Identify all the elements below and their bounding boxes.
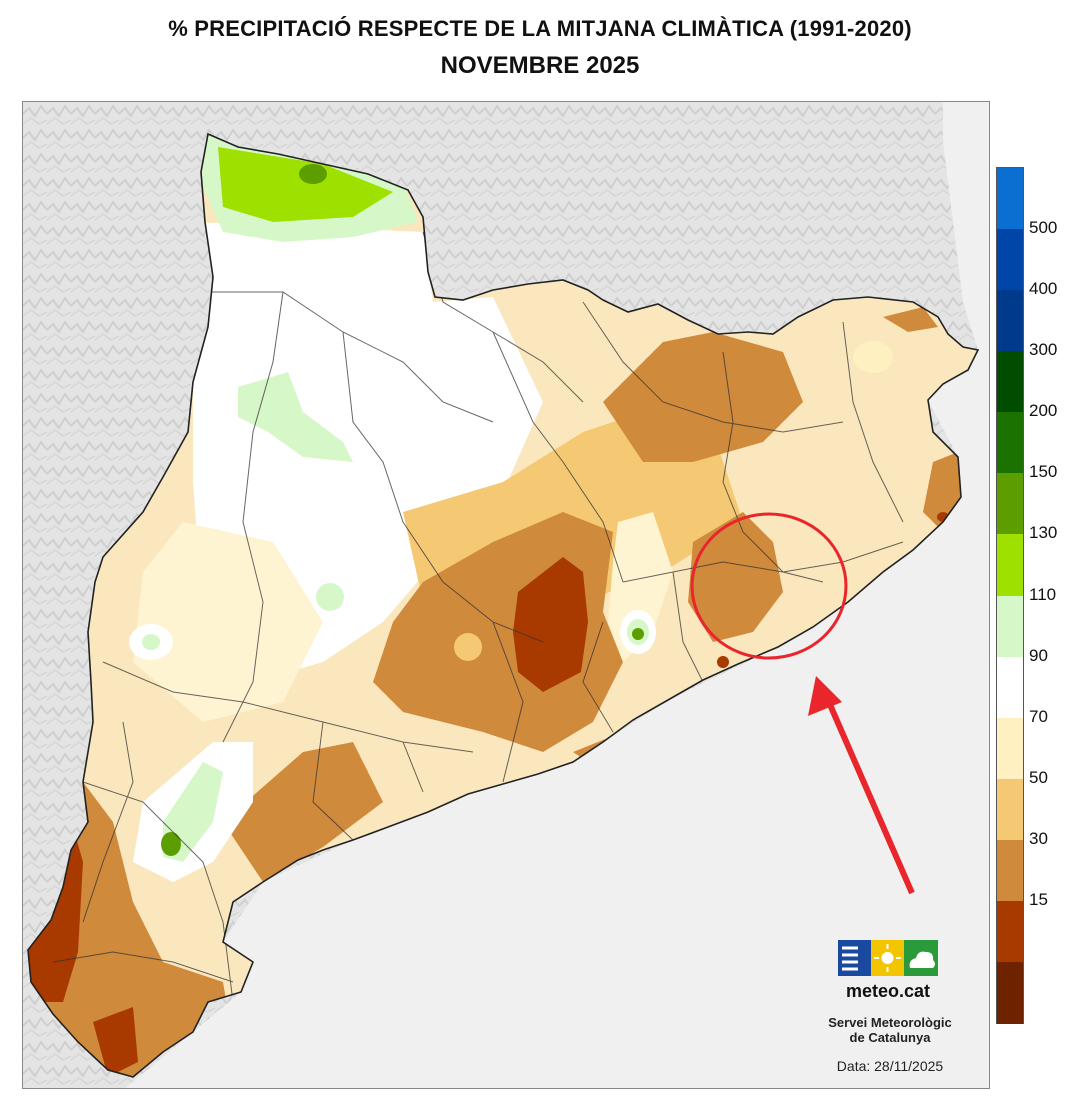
- legend-label: 30: [1029, 828, 1048, 848]
- legend-label: 150: [1029, 462, 1058, 482]
- legend-label: 50: [1029, 767, 1048, 787]
- legend-label: 300: [1029, 340, 1058, 360]
- legend-label: 15: [1029, 889, 1048, 909]
- legend-swatch: [997, 168, 1023, 230]
- legend-swatch: [997, 473, 1023, 536]
- legend-swatch: [997, 229, 1023, 292]
- map-subtitle: NOVEMBRE 2025: [440, 52, 640, 79]
- issue-date: Data: 28/11/2025: [836, 1058, 944, 1074]
- legend-swatch: [997, 778, 1023, 841]
- legend-swatch: [997, 961, 1023, 1024]
- sea-area: [125, 102, 989, 1088]
- legend-swatch: [997, 839, 1023, 902]
- county-borders: [52, 231, 904, 1003]
- map-title: % PRECIPITACIÓ RESPECTE DE LA MITJANA CL…: [168, 16, 912, 41]
- org-name-line2: de Catalunya: [849, 1030, 931, 1045]
- legend-label: 130: [1029, 523, 1058, 543]
- legend-swatch: [997, 656, 1023, 719]
- legend-label: 400: [1029, 279, 1058, 299]
- legend-swatch: [997, 595, 1023, 658]
- legend-label: 110: [1029, 584, 1057, 604]
- legend-swatch: [997, 412, 1023, 475]
- logo-icon: [838, 940, 938, 976]
- legend-swatch: [997, 900, 1023, 963]
- legend-colorbar: [996, 167, 1024, 1024]
- org-name-line1: Servei Meteorològic: [828, 1015, 952, 1030]
- catalonia-outline: [27, 132, 980, 1078]
- legend-label: 200: [1029, 401, 1058, 421]
- brand-name: meteo.cat: [845, 981, 931, 1001]
- legend-swatch: [997, 351, 1023, 414]
- legend-label: 70: [1029, 706, 1048, 726]
- legend-swatch: [997, 717, 1023, 780]
- legend-label: 90: [1029, 645, 1048, 665]
- legend-label: 500: [1029, 218, 1058, 238]
- meteocat-logo: [838, 940, 938, 981]
- legend-swatch: [997, 534, 1023, 597]
- legend-swatch: [997, 290, 1023, 353]
